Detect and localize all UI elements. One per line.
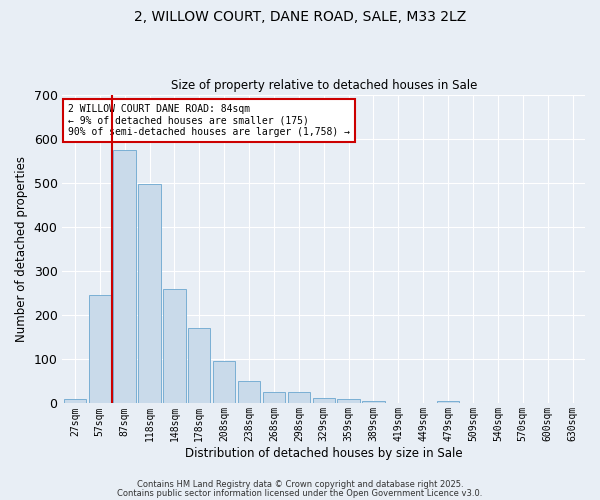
Bar: [337, 399, 360, 404]
Bar: [113, 150, 136, 404]
Bar: [188, 328, 211, 404]
Text: Contains HM Land Registry data © Crown copyright and database right 2025.: Contains HM Land Registry data © Crown c…: [137, 480, 463, 489]
X-axis label: Distribution of detached houses by size in Sale: Distribution of detached houses by size …: [185, 447, 463, 460]
Bar: [139, 184, 161, 404]
Bar: [437, 401, 460, 404]
Bar: [263, 392, 285, 404]
Bar: [287, 392, 310, 404]
Text: Contains public sector information licensed under the Open Government Licence v3: Contains public sector information licen…: [118, 490, 482, 498]
Bar: [89, 296, 111, 404]
Text: 2 WILLOW COURT DANE ROAD: 84sqm
← 9% of detached houses are smaller (175)
90% of: 2 WILLOW COURT DANE ROAD: 84sqm ← 9% of …: [68, 104, 350, 137]
Bar: [64, 399, 86, 404]
Bar: [387, 402, 410, 404]
Title: Size of property relative to detached houses in Sale: Size of property relative to detached ho…: [170, 79, 477, 92]
Y-axis label: Number of detached properties: Number of detached properties: [15, 156, 28, 342]
Bar: [362, 401, 385, 404]
Bar: [213, 362, 235, 404]
Bar: [313, 398, 335, 404]
Text: 2, WILLOW COURT, DANE ROAD, SALE, M33 2LZ: 2, WILLOW COURT, DANE ROAD, SALE, M33 2L…: [134, 10, 466, 24]
Bar: [238, 382, 260, 404]
Bar: [163, 288, 185, 404]
